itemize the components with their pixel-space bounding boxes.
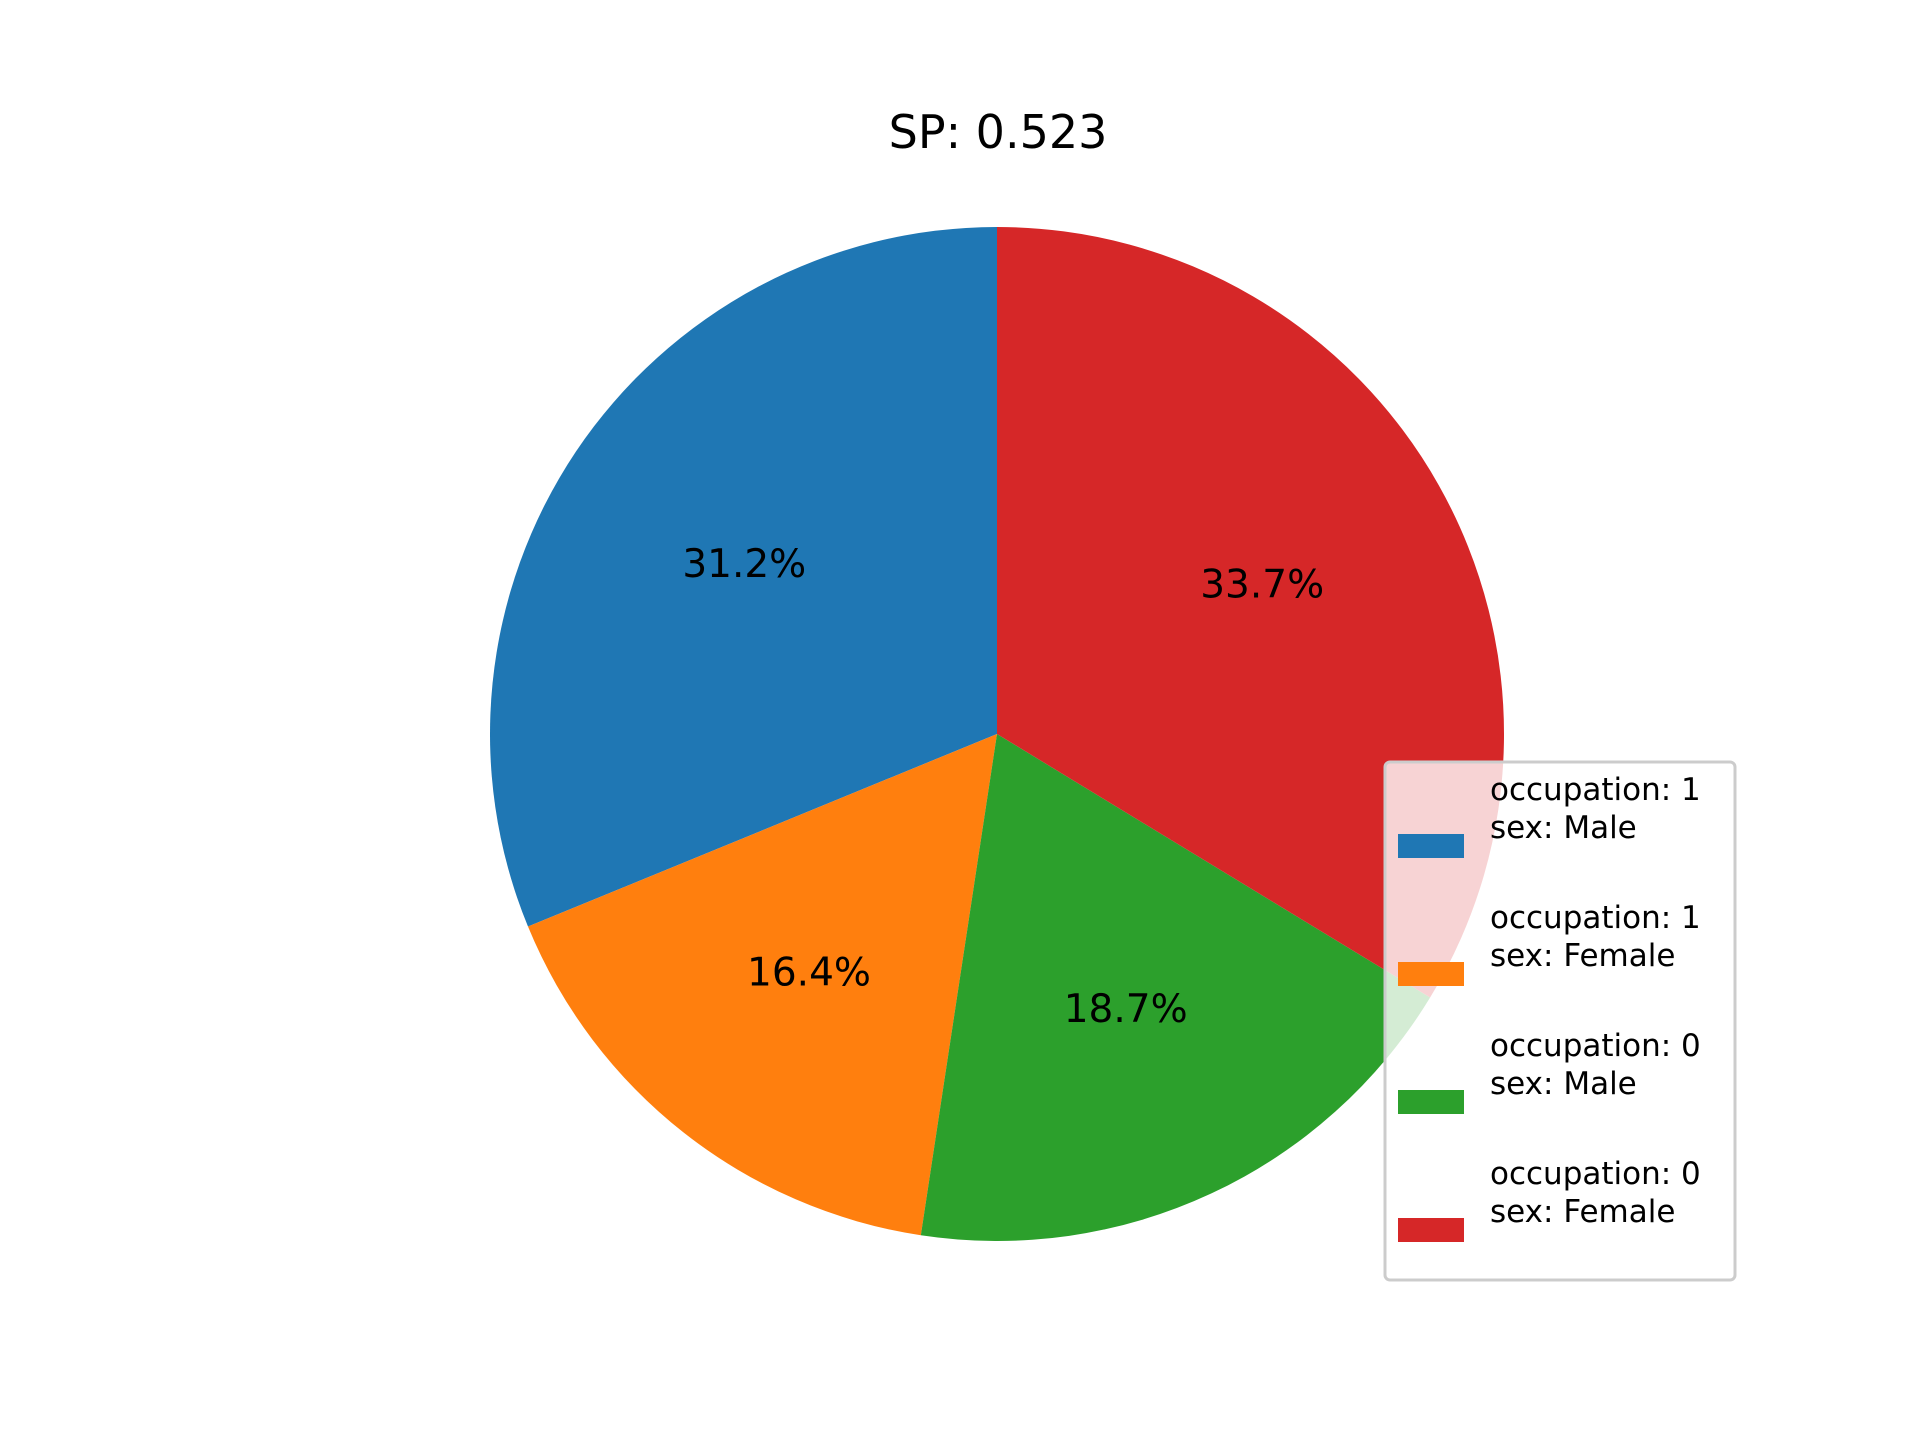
pie-slices (490, 227, 1505, 1242)
legend-label: sex: Female (1490, 1194, 1675, 1230)
pie-slice-1 (490, 227, 997, 927)
pie-slice-labels: 31.2% 16.4% 18.7% 33.7% (682, 542, 1324, 1032)
legend-swatch (1398, 1218, 1464, 1242)
legend-label: sex: Male (1490, 1066, 1637, 1102)
legend-swatch (1398, 1090, 1464, 1114)
slice-percent-label: 18.7% (1064, 987, 1188, 1032)
legend-swatch (1398, 962, 1464, 986)
chart-title: SP: 0.523 (889, 105, 1108, 159)
slice-percent-label: 33.7% (1200, 562, 1324, 607)
legend-frame (1383, 760, 1737, 1282)
legend-label: occupation: 1 (1490, 772, 1701, 808)
pie-slice-4 (997, 227, 1505, 998)
legend-label: occupation: 1 (1490, 900, 1701, 936)
pie-slice-3 (920, 734, 1431, 1242)
legend-swatch (1398, 834, 1464, 858)
slice-percent-label: 16.4% (747, 951, 871, 996)
legend-label: sex: Male (1490, 810, 1637, 846)
legend-label: occupation: 0 (1490, 1156, 1701, 1192)
legend-label: sex: Female (1490, 938, 1675, 974)
pie-slice-2 (527, 734, 997, 1236)
slice-percent-label: 31.2% (682, 542, 806, 587)
legend-label: occupation: 0 (1490, 1028, 1701, 1064)
